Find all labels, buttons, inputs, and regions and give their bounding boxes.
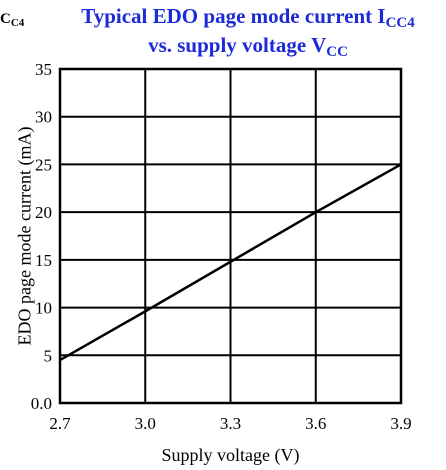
plot-frame (58, 67, 403, 405)
chart-title: Typical EDO page mode current ICC4 vs. s… (52, 5, 444, 63)
y-tick-label: 35 (35, 60, 52, 79)
y-tick-label: 20 (35, 203, 52, 222)
y-tick-label: 10 (35, 299, 52, 318)
y-tick-label: 5 (44, 346, 53, 365)
x-tick-label: 3.9 (390, 414, 411, 433)
series-group (59, 163, 402, 362)
y-tick-label: 30 (35, 108, 52, 127)
x-tick-label: 3.3 (220, 414, 241, 433)
series-line (59, 163, 402, 362)
x-tick-label: 2.7 (49, 414, 71, 433)
x-tick-label: 3.6 (305, 414, 326, 433)
x-tick-label: 3.0 (135, 414, 156, 433)
y-axis-title: EDO page mode current (mA) (14, 127, 35, 346)
y-tick-label: 15 (35, 251, 52, 270)
grid-lines (60, 69, 401, 403)
chart-title-line-2: vs. supply voltage VCC (148, 33, 348, 60)
y-tick-label: 0.0 (31, 394, 52, 413)
cropped-left-label: CC4 (0, 11, 25, 29)
y-tick-labels: 35 30 25 20 15 10 5 0.0 (31, 60, 52, 413)
chart-title-line-1: Typical EDO page mode current ICC4 (81, 4, 415, 31)
y-tick-label: 25 (35, 155, 52, 174)
x-tick-labels: 2.7 3.0 3.3 3.6 3.9 (49, 414, 411, 433)
x-axis-title: Supply voltage (V) (162, 445, 300, 466)
